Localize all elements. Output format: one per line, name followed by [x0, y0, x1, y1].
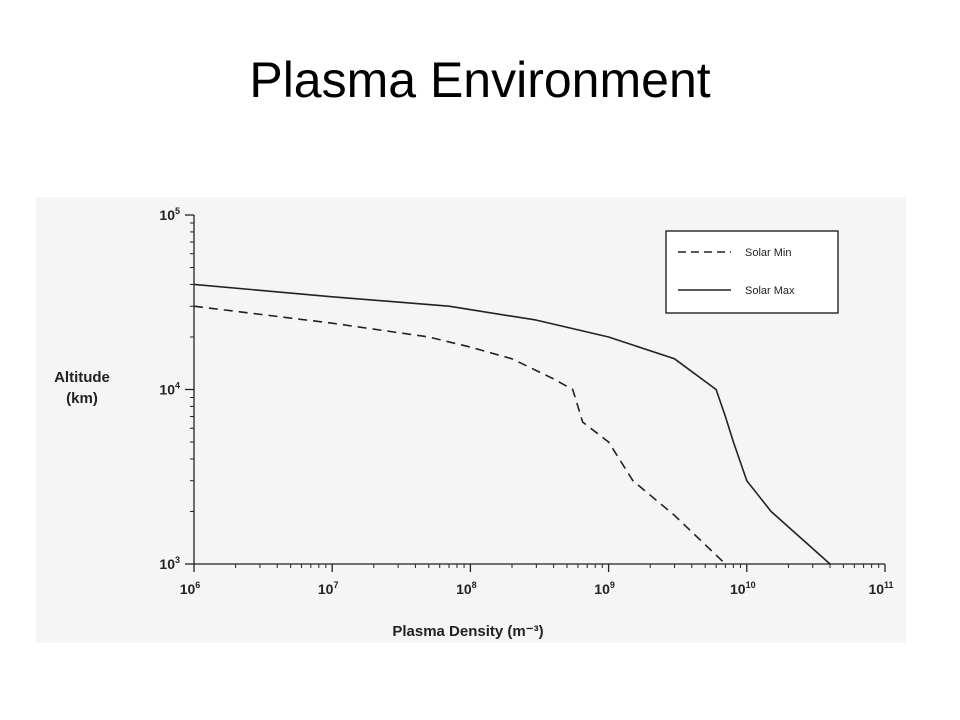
series-line-solar-max [193, 283, 831, 565]
y-tick-label: 105 [159, 206, 180, 223]
x-axis-title: Plasma Density (m⁻³) [392, 623, 543, 640]
x-tick-label: 107 [318, 580, 339, 597]
x-ticks: 106 107 108 109 1010 1011 [180, 564, 894, 597]
x-tick-label: 109 [594, 580, 615, 597]
x-tick-label: 1010 [730, 580, 756, 597]
y-tick-label: 103 [159, 555, 180, 572]
legend-label-solar-max: Solar Max [745, 285, 795, 297]
legend: Solar Min Solar Max [665, 230, 839, 314]
y-axis-title-line1: Altitude [54, 369, 110, 386]
legend-label-solar-min: Solar Min [745, 247, 791, 259]
x-tick-label: 106 [180, 580, 201, 597]
y-tick-label: 104 [159, 381, 180, 398]
x-tick-label: 108 [456, 580, 477, 597]
series-line-solar-min [193, 305, 726, 565]
chart-panel: 106 107 108 109 1010 1011 103 104 105 Altitude … [36, 197, 906, 643]
slide-title: Plasma Environment [249, 52, 711, 108]
minor-ticks [190, 222, 880, 568]
legend-box [665, 230, 839, 314]
y-axis-title-line2: (km) [66, 390, 98, 407]
y-ticks: 103 104 105 [159, 206, 194, 572]
x-tick-label: 1011 [868, 580, 893, 597]
series-lines [193, 283, 831, 565]
